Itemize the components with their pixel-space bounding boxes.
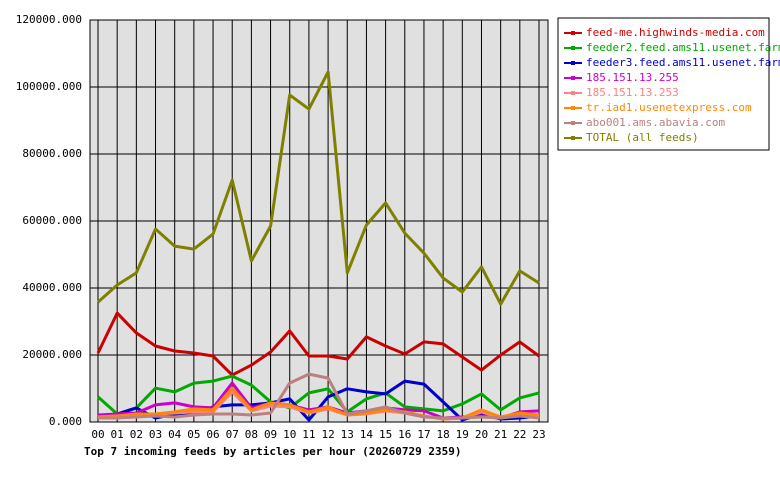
- y-tick-label: 100000.000: [16, 80, 82, 93]
- x-tick-label: 22: [513, 428, 526, 441]
- x-tick-label: 23: [532, 428, 545, 441]
- legend-marker: [571, 106, 575, 110]
- x-tick-label: 21: [494, 428, 507, 441]
- x-tick-label: 03: [149, 428, 162, 441]
- y-tick-label: 60000.000: [22, 214, 82, 227]
- y-tick-label: 120000.000: [16, 13, 82, 26]
- x-tick-label: 09: [264, 428, 277, 441]
- legend-label: feeder3.feed.ams11.usenet.farm: [586, 56, 780, 69]
- x-tick-label: 04: [168, 428, 182, 441]
- x-tick-label: 15: [379, 428, 392, 441]
- x-tick-label: 08: [245, 428, 258, 441]
- legend-marker: [571, 121, 575, 125]
- legend-label: abo001.ams.abavia.com: [586, 116, 725, 129]
- x-tick-label: 01: [111, 428, 124, 441]
- x-tick-label: 17: [417, 428, 430, 441]
- legend-box: [557, 17, 770, 151]
- y-tick-label: 0.000: [49, 415, 82, 428]
- x-tick-label: 13: [341, 428, 354, 441]
- plot-border: [89, 19, 549, 423]
- x-tick-label: 11: [302, 428, 315, 441]
- y-tick-label: 80000.000: [22, 147, 82, 160]
- legend-marker: [571, 76, 575, 80]
- legend-marker: [571, 31, 575, 35]
- chart-title: Top 7 incoming feeds by articles per hou…: [84, 445, 462, 458]
- legend-marker: [571, 136, 575, 140]
- legend-marker: [571, 46, 575, 50]
- legend-label: feed-me.highwinds-media.com: [586, 26, 765, 39]
- x-tick-label: 07: [226, 428, 239, 441]
- series-line: [97, 374, 540, 416]
- x-tick-label: 00: [91, 428, 104, 441]
- legend-label: TOTAL (all feeds): [586, 131, 699, 144]
- legend-marker: [571, 61, 575, 65]
- y-tick-label: 40000.000: [22, 281, 82, 294]
- series-line: [98, 372, 540, 420]
- legend-marker: [571, 91, 575, 95]
- legend-label: 185.151.13.255: [586, 71, 679, 84]
- x-tick-label: 12: [321, 428, 334, 441]
- legend-label: feeder2.feed.ams11.usenet.farm: [586, 41, 780, 54]
- y-tick-label: 20000.000: [22, 348, 82, 361]
- x-tick-label: 06: [206, 428, 219, 441]
- legend-label: 185.151.13.253: [586, 86, 679, 99]
- x-tick-label: 14: [360, 428, 374, 441]
- x-tick-label: 16: [398, 428, 411, 441]
- x-tick-label: 02: [130, 428, 143, 441]
- legend-label: tr.iad1.usenetexpress.com: [586, 101, 752, 114]
- x-tick-label: 20: [475, 428, 488, 441]
- x-tick-label: 18: [437, 428, 450, 441]
- x-tick-label: 10: [283, 428, 296, 441]
- x-tick-label: 19: [456, 428, 469, 441]
- series-line: [97, 70, 540, 306]
- x-tick-label: 05: [187, 428, 200, 441]
- series-line: [96, 311, 540, 377]
